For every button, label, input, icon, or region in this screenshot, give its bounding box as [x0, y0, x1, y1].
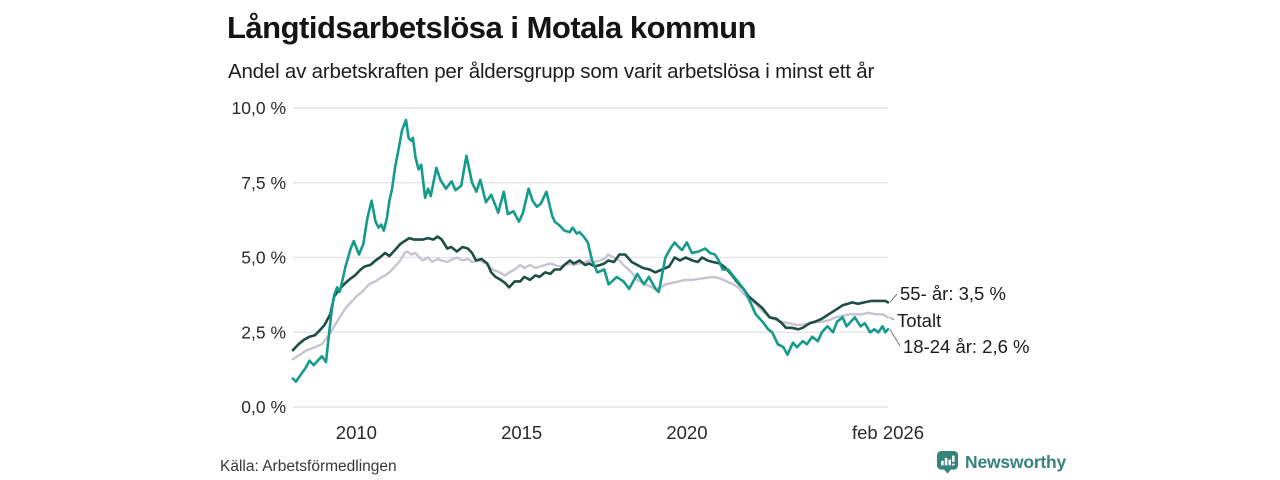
y-axis-tick-label: 2,5 % — [241, 322, 286, 342]
x-axis-tick-label: feb 2026 — [852, 422, 924, 443]
end-label-connector — [889, 316, 895, 321]
x-axis-tick-label: 2015 — [501, 422, 542, 443]
newsworthy-wordmark: Newsworthy — [965, 451, 1067, 472]
series-end-label-18-24-ar: 18-24 år: 2,6 % — [903, 336, 1030, 357]
y-axis-tick-label: 7,5 % — [241, 173, 286, 193]
series-line-55-r — [291, 235, 890, 352]
series-line-18-24-r — [291, 118, 890, 383]
series-line-totalt — [291, 250, 890, 361]
series-end-label-55-ar: 55- år: 3,5 % — [900, 283, 1006, 304]
newsworthy-icon — [936, 450, 959, 474]
end-label-connector — [889, 293, 898, 303]
end-label-connector — [889, 329, 901, 347]
y-axis-tick-label: 10,0 % — [232, 98, 286, 118]
chart-title: Långtidsarbetslösa i Motala kommun — [227, 10, 757, 45]
newsworthy-logo: Newsworthy — [936, 450, 1066, 474]
x-axis-tick-label: 2020 — [666, 422, 707, 443]
series-end-label-totalt: Totalt — [897, 310, 942, 331]
y-axis-tick-label: 0,0 % — [241, 397, 286, 417]
y-axis-tick-label: 5,0 % — [241, 248, 286, 268]
source-note: Källa: Arbetsförmedlingen — [220, 458, 397, 475]
chart-subtitle: Andel av arbetskraften per åldersgrupp s… — [228, 60, 875, 83]
x-axis-tick-label: 2010 — [336, 422, 377, 443]
